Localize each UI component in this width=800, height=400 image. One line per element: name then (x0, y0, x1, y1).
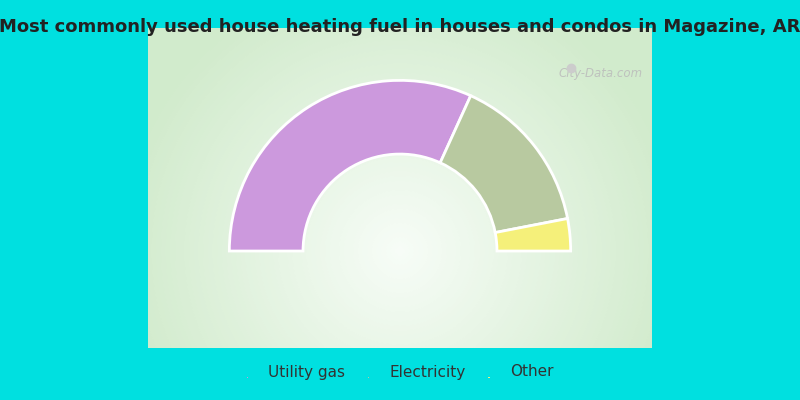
Circle shape (170, 21, 630, 400)
Circle shape (203, 54, 597, 400)
Circle shape (236, 87, 564, 400)
Circle shape (349, 200, 451, 302)
Circle shape (358, 209, 442, 293)
Circle shape (306, 157, 494, 345)
Circle shape (269, 120, 531, 382)
Circle shape (264, 115, 536, 387)
Circle shape (330, 181, 470, 321)
Circle shape (213, 64, 587, 400)
Circle shape (278, 129, 522, 373)
Circle shape (123, 0, 677, 400)
Wedge shape (440, 96, 567, 232)
Circle shape (138, 0, 662, 400)
Text: Most commonly used house heating fuel in houses and condos in Magazine, AR: Most commonly used house heating fuel in… (0, 18, 800, 36)
Circle shape (382, 232, 418, 270)
Circle shape (194, 45, 606, 400)
Circle shape (377, 228, 423, 274)
Text: City-Data.com: City-Data.com (558, 67, 642, 80)
Circle shape (175, 26, 625, 400)
Circle shape (208, 59, 592, 400)
Circle shape (274, 124, 526, 378)
Circle shape (118, 0, 682, 400)
Circle shape (353, 204, 447, 298)
Circle shape (390, 242, 410, 260)
Circle shape (198, 50, 602, 400)
Circle shape (246, 96, 554, 400)
Circle shape (367, 218, 433, 284)
Circle shape (241, 92, 559, 400)
Circle shape (311, 162, 489, 340)
Circle shape (287, 138, 513, 364)
Circle shape (254, 106, 546, 396)
Circle shape (222, 73, 578, 400)
Circle shape (386, 237, 414, 265)
Circle shape (166, 17, 634, 400)
Circle shape (142, 0, 658, 400)
Circle shape (283, 134, 517, 368)
Circle shape (161, 12, 639, 400)
Circle shape (259, 110, 541, 392)
Circle shape (297, 148, 503, 354)
Circle shape (316, 167, 484, 335)
Circle shape (292, 143, 508, 359)
Legend: Utility gas, Electricity, Other: Utility gas, Electricity, Other (241, 358, 559, 386)
Circle shape (189, 40, 611, 400)
Circle shape (395, 246, 405, 256)
Circle shape (325, 176, 475, 326)
Circle shape (128, 0, 672, 400)
Circle shape (334, 186, 466, 317)
Wedge shape (495, 218, 570, 251)
Circle shape (156, 7, 644, 400)
Circle shape (185, 36, 615, 400)
Circle shape (133, 0, 667, 400)
Wedge shape (230, 80, 470, 251)
Circle shape (147, 0, 653, 400)
Circle shape (151, 3, 649, 400)
Circle shape (218, 68, 582, 400)
Circle shape (372, 223, 428, 279)
Circle shape (362, 214, 438, 288)
Circle shape (302, 153, 498, 350)
Circle shape (231, 82, 569, 400)
Circle shape (320, 171, 480, 331)
Circle shape (250, 101, 550, 400)
Circle shape (226, 78, 574, 400)
Circle shape (344, 195, 456, 307)
Circle shape (180, 31, 620, 400)
Circle shape (339, 190, 461, 312)
